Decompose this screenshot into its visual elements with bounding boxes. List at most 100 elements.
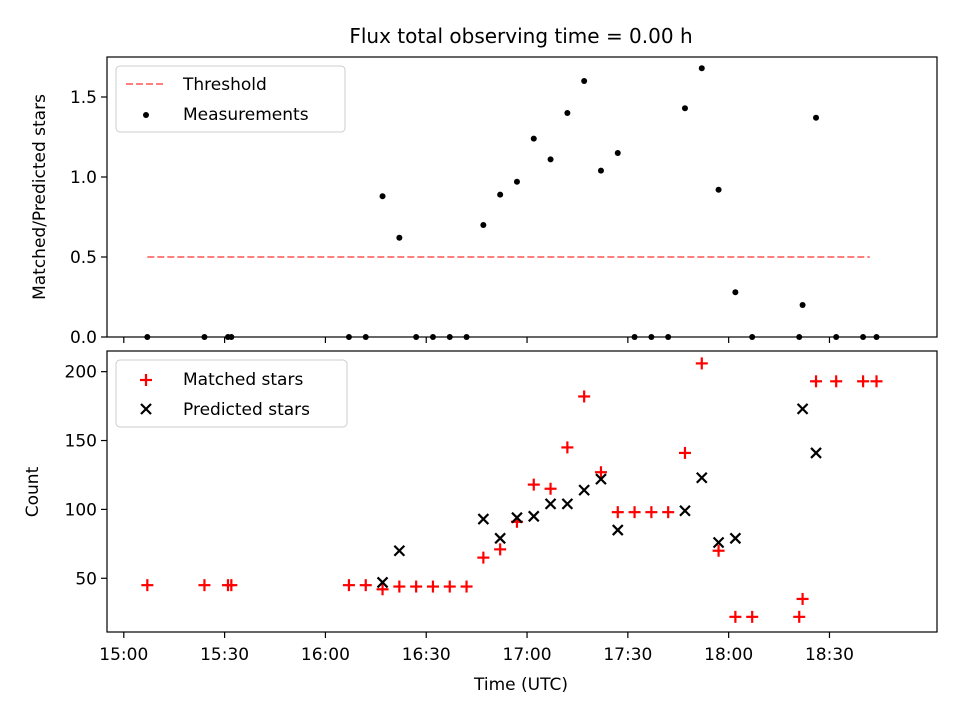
matched-stars-point bbox=[611, 506, 624, 519]
matched-stars-point bbox=[561, 441, 574, 454]
legend-measurements-label: Measurements bbox=[183, 105, 309, 125]
predicted-stars-point bbox=[729, 532, 742, 545]
top-y-tick-label: 0.5 bbox=[70, 248, 97, 268]
matched-stars-point bbox=[645, 506, 658, 519]
matched-stars-point bbox=[141, 579, 154, 592]
top-y-tick-label: 1.5 bbox=[70, 88, 97, 108]
measurement-point bbox=[497, 191, 504, 198]
legend-predicted-label: Predicted stars bbox=[183, 400, 310, 420]
matched-stars-point bbox=[393, 580, 406, 593]
top-legend: Threshold Measurements bbox=[115, 65, 346, 133]
measurement-point bbox=[144, 334, 151, 340]
predicted-stars-point bbox=[611, 524, 624, 536]
predicted-stars-point bbox=[796, 403, 809, 415]
measurement-point bbox=[614, 150, 621, 156]
top-panel: 0.0 0.5 1.0 1.5 Matched/Predicted stars Thr… bbox=[30, 56, 938, 348]
predicted-stars-point bbox=[477, 513, 490, 525]
measurement-point bbox=[873, 334, 880, 340]
measurement-point bbox=[698, 65, 705, 72]
legend-predicted-swatch bbox=[140, 403, 152, 415]
measurement-point bbox=[345, 334, 352, 340]
x-tick-label: 17:00 bbox=[503, 645, 552, 665]
matched-stars-point bbox=[198, 579, 211, 592]
legend-matched-label: Matched stars bbox=[183, 370, 303, 390]
measurement-point bbox=[799, 302, 806, 308]
predicted-stars-point bbox=[712, 536, 725, 549]
predicted-stars-point bbox=[561, 498, 574, 510]
predicted-stars-point bbox=[527, 510, 540, 523]
x-axis-label: Time (UTC) bbox=[473, 675, 568, 695]
chart-title: Flux total observing time = 0.00 h bbox=[349, 24, 692, 48]
measurement-point bbox=[446, 334, 453, 340]
measurement-point bbox=[530, 135, 537, 142]
measurement-point bbox=[665, 334, 672, 340]
measurement-point bbox=[581, 78, 588, 84]
measurement-point bbox=[597, 167, 604, 174]
measurement-point bbox=[749, 334, 756, 340]
predicted-stars-point bbox=[810, 447, 822, 459]
measurement-point bbox=[648, 334, 655, 340]
bottom-y-tick-label: 100 bbox=[65, 500, 97, 520]
x-tick-label: 15:30 bbox=[200, 645, 249, 665]
legend-measurements-swatch bbox=[143, 112, 149, 118]
matched-stars-point bbox=[729, 610, 742, 623]
predicted-stars-point bbox=[679, 505, 691, 517]
measurement-point bbox=[379, 193, 386, 200]
measurement-point bbox=[480, 222, 487, 228]
measurement-point bbox=[631, 334, 638, 340]
bottom-plot-area bbox=[141, 357, 883, 623]
measurement-point bbox=[429, 334, 436, 340]
measurement-point bbox=[860, 334, 867, 340]
bottom-y-tick-label: 200 bbox=[65, 363, 97, 383]
x-tick-label: 18:00 bbox=[704, 645, 753, 665]
top-x-ticks bbox=[123, 337, 831, 343]
top-plot-area bbox=[144, 65, 880, 340]
bottom-y-ticks: 50 100 150 200 bbox=[65, 363, 107, 589]
measurement-point bbox=[228, 334, 235, 340]
predicted-stars-point bbox=[376, 576, 389, 589]
legend-threshold-label: Threshold bbox=[182, 75, 267, 95]
predicted-stars-point bbox=[544, 498, 557, 510]
matched-stars-point bbox=[376, 583, 389, 596]
predicted-stars-point bbox=[511, 511, 523, 524]
matched-stars-point bbox=[628, 506, 641, 519]
measurement-point bbox=[732, 289, 739, 296]
top-y-tick-label: 1.0 bbox=[70, 168, 97, 188]
matched-stars-point bbox=[494, 543, 507, 556]
matched-stars-point bbox=[746, 610, 759, 623]
matched-stars-point bbox=[460, 580, 473, 593]
matched-stars-point bbox=[225, 579, 238, 592]
top-y-axis-label: Matched/Predicted stars bbox=[30, 94, 50, 300]
matched-stars-point bbox=[796, 592, 809, 605]
bottom-y-tick-label: 150 bbox=[65, 432, 97, 452]
matched-stars-point bbox=[477, 551, 490, 564]
measurement-point bbox=[362, 334, 369, 340]
matched-stars-point bbox=[695, 357, 708, 370]
bottom-y-axis-label: Count bbox=[23, 466, 43, 517]
bottom-legend: Matched stars Predicted stars bbox=[115, 359, 348, 428]
measurement-point bbox=[201, 334, 208, 340]
matched-stars-point bbox=[870, 375, 883, 388]
matched-stars-point bbox=[527, 478, 540, 491]
matched-stars-point bbox=[359, 579, 372, 592]
x-tick-label: 16:00 bbox=[301, 645, 350, 665]
matched-stars-point bbox=[810, 375, 823, 388]
predicted-stars-point bbox=[695, 471, 708, 484]
measurement-point bbox=[463, 334, 470, 340]
measurement-point bbox=[564, 110, 571, 116]
matched-stars-point bbox=[712, 544, 725, 557]
matched-stars-point bbox=[578, 390, 591, 403]
predicted-stars-point bbox=[578, 484, 590, 496]
measurement-point bbox=[681, 105, 688, 112]
top-y-tick-label: 0.0 bbox=[70, 328, 97, 348]
x-tick-label: 18:30 bbox=[805, 645, 854, 665]
measurement-point bbox=[715, 186, 722, 193]
matched-stars-point bbox=[678, 446, 691, 459]
predicted-stars-point bbox=[393, 544, 406, 557]
top-y-ticks: 0.0 0.5 1.0 1.5 bbox=[70, 88, 107, 348]
matched-stars-point bbox=[594, 466, 607, 479]
matched-stars-point bbox=[830, 375, 843, 388]
matched-stars-point bbox=[544, 482, 557, 495]
matched-stars-point bbox=[410, 580, 423, 593]
matched-stars-point bbox=[342, 579, 355, 592]
